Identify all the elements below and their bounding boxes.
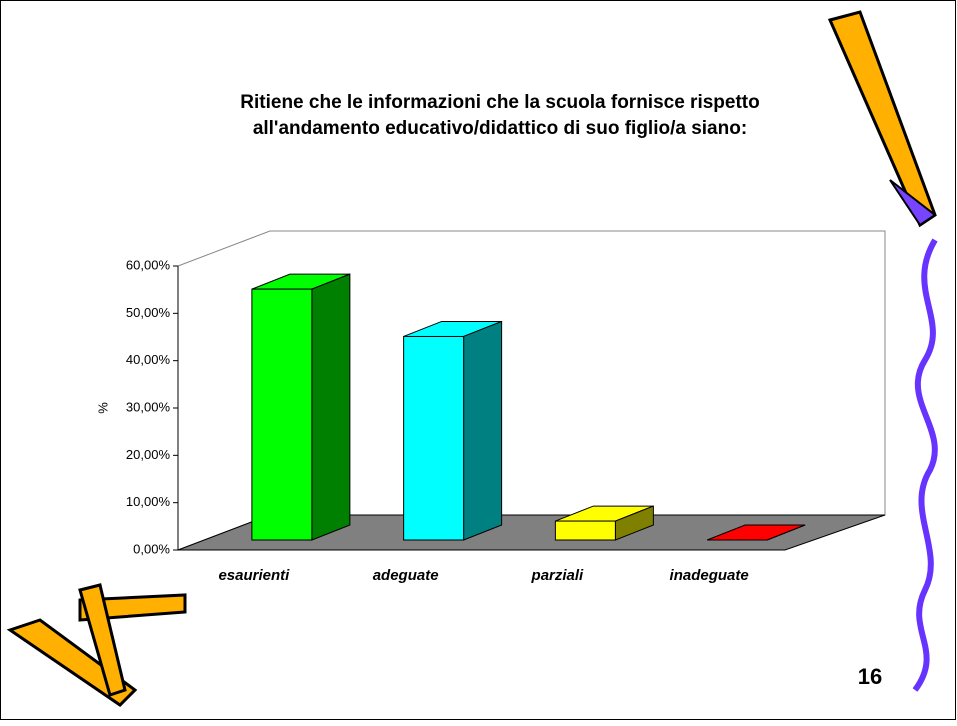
y-tick-label: 20,00% <box>126 447 171 462</box>
x-tick-label: esaurienti <box>218 567 290 584</box>
bar-side <box>464 321 502 540</box>
slide-number: 16 <box>858 664 882 689</box>
title-box: Ritiene che le informazioni che la scuol… <box>160 90 840 160</box>
x-tick-label: adeguate <box>373 567 439 584</box>
x-tick-label: parziali <box>531 567 585 584</box>
y-axis-label: % <box>95 402 110 414</box>
y-tick-label: 30,00% <box>126 399 171 414</box>
y-tick-label: 10,00% <box>126 494 171 509</box>
bar-side <box>312 274 350 540</box>
slide: Ritiene che le informazioni che la scuol… <box>0 0 957 721</box>
bar <box>252 289 312 540</box>
y-tick-label: 60,00% <box>126 257 171 272</box>
x-tick-label: inadeguate <box>670 567 749 584</box>
y-tick-label: 50,00% <box>126 305 171 320</box>
chart: 0,00% 10,00% 20,00% 30,00% 40,00% 50,00% 60,00… <box>95 231 885 584</box>
chart-title: Ritiene che le informazioni che la scuol… <box>160 90 840 142</box>
bar <box>404 336 464 540</box>
y-tick-label: 0,00% <box>133 541 170 556</box>
bar <box>555 521 615 540</box>
y-tick-label: 40,00% <box>126 352 171 367</box>
